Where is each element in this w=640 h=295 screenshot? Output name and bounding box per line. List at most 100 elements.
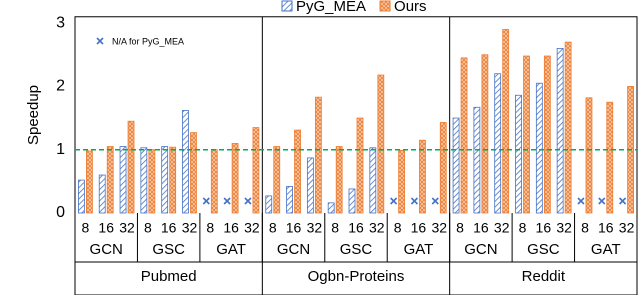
bar: [473, 106, 481, 214]
bar: [606, 101, 614, 214]
legend-swatch: [281, 0, 293, 12]
x-tick-label: 16: [98, 220, 114, 236]
model-label: GCN: [277, 241, 310, 258]
bar: [535, 82, 543, 214]
bar: [348, 188, 356, 214]
bar: [86, 150, 93, 214]
na-marker: [223, 197, 231, 205]
bar: [106, 146, 114, 214]
model-label: GAT: [591, 241, 621, 258]
na-marker: [410, 197, 419, 205]
x-tick-label: 32: [244, 220, 260, 236]
y-axis-label: Speedup: [25, 85, 42, 145]
y-tick-label: 2: [56, 78, 65, 95]
bar: [294, 129, 301, 214]
x-tick-label: 8: [82, 220, 90, 236]
y-tick-label: 3: [56, 14, 65, 31]
model-label: GCN: [90, 241, 123, 258]
x-tick-label: 16: [536, 220, 552, 236]
plot-frame: [74, 16, 638, 295]
bar: [523, 55, 530, 214]
bar: [306, 157, 314, 214]
na-stroke: [410, 197, 419, 205]
bar: [494, 73, 502, 214]
bar: [502, 29, 510, 214]
bar: [327, 202, 335, 214]
na-marker: [202, 197, 210, 205]
dataset-label: Reddit: [522, 268, 566, 285]
model-label: GAT: [404, 241, 434, 258]
bar: [252, 127, 260, 214]
x-tick-label: 32: [619, 220, 635, 236]
model-label: GSC: [152, 241, 185, 258]
bar: [148, 149, 156, 214]
x-tick-label: 32: [494, 220, 510, 236]
na-stroke: [577, 197, 585, 205]
x-tick-label: 16: [598, 220, 614, 236]
dataset-label: Ogbn-Proteins: [308, 268, 405, 285]
model-label: GSC: [340, 241, 373, 258]
model-label: GSC: [527, 241, 560, 258]
x-tick-label: 16: [473, 220, 489, 236]
x-tick-label: 32: [182, 220, 198, 236]
x-tick-label: 8: [581, 220, 589, 236]
bar: [585, 97, 593, 214]
x-tick-label: 8: [456, 220, 464, 236]
bar: [564, 41, 572, 214]
legend-swatch: [379, 0, 391, 12]
bar: [356, 117, 364, 214]
x-tick-label: 16: [161, 220, 177, 236]
legend-label: Ours: [394, 0, 427, 15]
bar: [335, 146, 343, 214]
bar: [273, 146, 281, 214]
bar: [182, 110, 189, 214]
x-tick-label: 8: [519, 220, 527, 236]
x-tick-label: 16: [286, 220, 302, 236]
bar: [369, 147, 377, 214]
bar: [481, 54, 489, 214]
x-tick-label: 32: [307, 220, 323, 236]
x-tick-label: 16: [223, 220, 239, 236]
model-label: GAT: [216, 241, 246, 258]
x-tick-label: 8: [394, 220, 402, 236]
bar: [127, 120, 135, 214]
na-marker: [577, 197, 585, 205]
bar: [231, 142, 239, 214]
bar: [78, 179, 85, 214]
na-marker: [431, 197, 439, 205]
bar: [398, 149, 406, 214]
bar: [190, 132, 197, 214]
bar: [460, 57, 468, 214]
bar: [169, 146, 177, 214]
na-stroke: [390, 197, 398, 205]
x-tick-label: 16: [348, 220, 364, 236]
na-marker: [96, 37, 104, 45]
annotation: N/A for PyG_MEA: [112, 36, 184, 46]
na-marker: [244, 197, 252, 205]
model-label: GCN: [464, 241, 497, 258]
bar: [286, 186, 293, 214]
bar: [452, 117, 460, 214]
bar: [515, 94, 522, 214]
x-tick-label: 8: [206, 220, 214, 236]
na-stroke: [244, 197, 252, 205]
na-stroke: [96, 37, 104, 45]
na-stroke: [619, 197, 627, 205]
na-marker: [598, 197, 606, 205]
y-tick-label: 1: [56, 141, 65, 158]
legend-label: PyG_MEA: [296, 0, 366, 15]
bar: [439, 122, 447, 214]
x-tick-label: 8: [331, 220, 339, 236]
na-marker: [390, 197, 398, 205]
x-tick-label: 32: [556, 220, 572, 236]
na-stroke: [223, 197, 231, 205]
x-tick-label: 32: [431, 220, 447, 236]
bar: [210, 149, 218, 214]
bar: [140, 147, 148, 214]
dataset-label: Pubmed: [141, 268, 197, 285]
x-tick-label: 8: [269, 220, 277, 236]
bar: [377, 74, 385, 214]
bar: [314, 96, 322, 214]
bar: [98, 174, 106, 214]
